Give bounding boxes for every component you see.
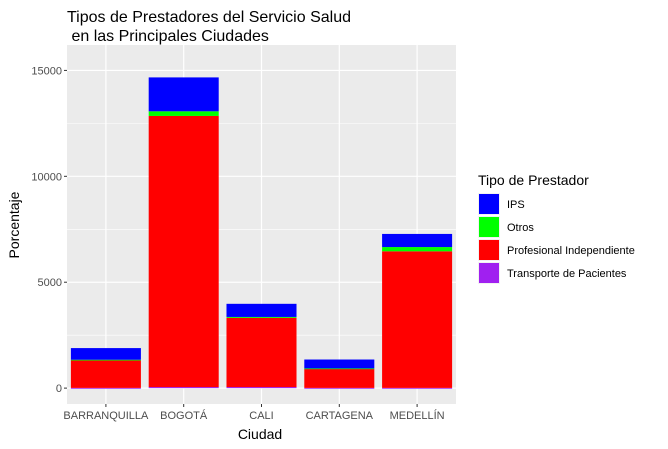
bar-otros-2 [226,316,297,318]
legend-key-ips [479,194,499,214]
chart-title-line-2: en las Principales Ciudades [67,28,269,45]
y-tick-label: 5000 [38,277,62,289]
bar-transporte-de-pacientes-4 [382,387,453,389]
bar-ips-2 [226,303,297,317]
legend-title: Tipo de Prestador [478,172,589,188]
y-tick-label: 10000 [31,171,62,183]
bar-otros-1 [148,111,219,116]
y-tick-label: 15000 [31,65,62,77]
legend-label: Transporte de Pacientes [507,268,627,280]
bar-ips-0 [70,348,141,360]
legend-key-profesional-independiente [479,240,499,260]
bar-otros-4 [382,247,453,252]
legend-label: Otros [507,222,534,234]
legend-label: IPS [507,199,525,211]
x-tick-label: CARTAGENA [306,410,374,422]
x-tick-label: MEDELLÍN [390,409,445,422]
bar-ips-1 [148,77,219,112]
legend-key-otros [479,217,499,237]
y-axis-title: Porcentaje [6,191,22,258]
bar-transporte-de-pacientes-0 [70,387,141,389]
bar-profesional-independiente-3 [304,368,375,388]
bar-ips-3 [304,359,375,369]
legend: Tipo de Prestador IPS Otros Profesional In… [478,172,635,284]
y-axis: 0 5000 10000 15000 [31,65,67,395]
x-tick-label: CALI [249,410,273,422]
x-axis: BARRANQUILLA BOGOTÁ CALI CARTAGENA MEDELLÍN [63,404,445,422]
bar-ips-4 [382,233,453,248]
bars [70,77,453,389]
bar-profesional-independiente-0 [70,360,141,388]
legend-label: Profesional Independiente [507,245,635,257]
x-axis-title: Ciudad [238,426,282,442]
x-tick-label: BOGOTÁ [160,409,208,422]
bar-otros-3 [304,368,375,370]
bar-otros-0 [70,359,141,361]
bar-transporte-de-pacientes-1 [148,387,219,389]
bar-profesional-independiente-4 [382,251,453,388]
legend-key-transporte-de-pacientes [479,263,499,283]
bar-profesional-independiente-1 [148,115,219,388]
x-tick-label: BARRANQUILLA [63,410,149,422]
chart-title-line-1: Tipos de Prestadores del Servicio Salud [67,9,351,26]
bar-profesional-independiente-2 [226,317,297,388]
y-tick-label: 0 [56,383,62,395]
bar-transporte-de-pacientes-2 [226,387,297,389]
bar-transporte-de-pacientes-3 [304,387,375,389]
